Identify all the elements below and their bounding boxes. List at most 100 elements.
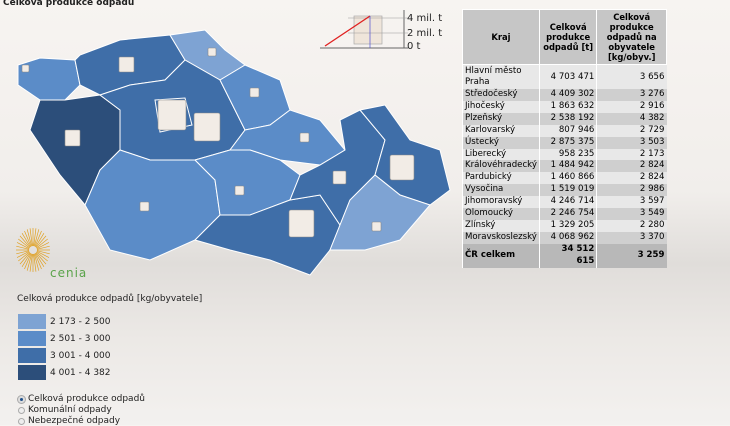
- legend-label: 4 001 - 4 382: [50, 367, 111, 378]
- bin-icon-plzensky: [64, 129, 81, 147]
- cell-per-capita: 2 729: [596, 124, 667, 137]
- total-cell: 34 512 615: [538, 243, 597, 268]
- table-row: Liberecký 958 235 2 173: [462, 148, 667, 161]
- total-cell: 3 259: [596, 243, 667, 268]
- cell-kraj: Zlínský: [462, 219, 540, 232]
- cell-per-capita: 3 276: [596, 89, 667, 101]
- cell-total: 4 703 471: [538, 64, 597, 89]
- legend-swatch: [18, 348, 46, 363]
- cell-total: 1 460 866: [538, 172, 597, 185]
- cell-per-capita: 2 986: [596, 184, 667, 197]
- radio-button[interactable]: [18, 417, 25, 425]
- table-row: Karlovarský 807 946 2 729: [462, 124, 667, 137]
- bin-icon-kralovehradecky: [249, 87, 260, 98]
- cenia-logo-text: cenia: [50, 266, 88, 280]
- scale-label-2: 2 mil. t: [407, 28, 443, 39]
- cell-total: 4 246 714: [538, 196, 597, 209]
- cell-per-capita: 2 916: [596, 100, 667, 113]
- cell-per-capita: 3 656: [596, 64, 667, 89]
- radio-option[interactable]: Celková produkce odpadů: [18, 394, 145, 404]
- cell-kraj: Ústecký: [462, 136, 540, 149]
- radio-label: Komunální odpady: [28, 405, 112, 415]
- cell-kraj: Jihomoravský: [462, 196, 540, 209]
- cell-kraj: Plzeňský: [462, 112, 540, 125]
- region-zlinsky[interactable]: [329, 174, 431, 251]
- legend-label: 2 501 - 3 000: [50, 333, 111, 344]
- cell-per-capita: 2 824: [596, 160, 667, 173]
- table-row: Hlavní město Praha 4 703 471 3 656: [462, 64, 667, 89]
- table-row: Jihočeský 1 863 632 2 916: [462, 100, 667, 113]
- cell-total: 1 329 205: [538, 219, 597, 232]
- radio-button[interactable]: [18, 395, 25, 403]
- bin-icon-olomoucky: [332, 170, 347, 185]
- radio-option[interactable]: Komunální odpady: [18, 405, 112, 415]
- radio-label: Celková produkce odpadů: [28, 394, 145, 404]
- cell-total: 958 235: [538, 148, 597, 161]
- page-title: Celková produkce odpadů: [3, 0, 135, 8]
- total-cell: ČR celkem: [462, 243, 540, 268]
- table-row: Pardubický 1 460 866 2 824: [462, 172, 667, 185]
- scale-label-4: 4 mil. t: [407, 13, 443, 24]
- table-row: Moravskoslezský 4 068 962 3 370: [462, 231, 667, 244]
- bin-icon-jihocesky: [139, 201, 150, 212]
- bin-icon-moravskoslezsky: [389, 154, 415, 181]
- scale-label-0: 0 t: [407, 41, 421, 52]
- col-header-per-capita: Celková produkce odpadů na obyvatele [kg…: [596, 9, 667, 65]
- cell-kraj: Hlavní město Praha: [462, 64, 540, 89]
- table-row: Ústecký 2 875 375 3 503: [462, 136, 667, 149]
- bin-icon-karlovarsky: [21, 64, 30, 73]
- legend-item: 3 001 - 4 000: [18, 348, 111, 363]
- cell-per-capita: 3 549: [596, 208, 667, 220]
- cell-per-capita: 3 597: [596, 196, 667, 209]
- cell-kraj: Pardubický: [462, 172, 540, 185]
- cell-total: 2 875 375: [538, 136, 597, 149]
- region-karlovarsky[interactable]: [17, 57, 81, 101]
- table-row: Královéhradecký 1 484 942 2 824: [462, 160, 667, 173]
- legend-item: 4 001 - 4 382: [18, 365, 111, 380]
- table-row: Středočeský 4 409 302 3 276: [462, 89, 667, 101]
- radio-option[interactable]: Nebezpečné odpady: [18, 416, 120, 426]
- cenia-logo-icon: [16, 228, 50, 272]
- col-header-kraj: Kraj: [462, 9, 540, 65]
- cell-kraj: Karlovarský: [462, 124, 540, 137]
- cell-per-capita: 2 173: [596, 148, 667, 161]
- cell-per-capita: 4 382: [596, 112, 667, 125]
- bin-icon-liberecky: [207, 47, 217, 57]
- legend-item: 2 501 - 3 000: [18, 331, 111, 346]
- cell-per-capita: 2 280: [596, 219, 667, 232]
- table-row: Plzeňský 2 538 192 4 382: [462, 112, 667, 125]
- table-row: Zlínský 1 329 205 2 280: [462, 219, 667, 232]
- radio-label: Nebezpečné odpady: [28, 416, 121, 426]
- bin-icon-vysocina: [234, 185, 245, 196]
- data-table: Kraj Celková produkce odpadů [t] Celková…: [462, 9, 667, 268]
- region-jihocesky[interactable]: [84, 149, 221, 261]
- cell-kraj: Vysočina: [462, 184, 540, 197]
- legend-label: 3 001 - 4 000: [50, 350, 111, 361]
- legend-label: 2 173 - 2 500: [50, 316, 111, 327]
- cell-total: 1 519 019: [538, 184, 597, 197]
- cell-kraj: Olomoucký: [462, 208, 540, 220]
- cell-kraj: Královéhradecký: [462, 160, 540, 173]
- legend-item: 2 173 - 2 500: [18, 314, 111, 329]
- legend-swatch: [18, 331, 46, 346]
- table-row: Jihomoravský 4 246 714 3 597: [462, 196, 667, 209]
- cell-per-capita: 3 370: [596, 231, 667, 244]
- col-header-total: Celková produkce odpadů [t]: [538, 9, 598, 65]
- total-row: ČR celkem 34 512 615 3 259: [462, 243, 667, 268]
- cell-kraj: Jihočeský: [462, 100, 540, 113]
- cell-total: 4 409 302: [538, 89, 597, 101]
- radio-button[interactable]: [18, 406, 25, 414]
- bin-icon-ustecky: [118, 56, 135, 73]
- cell-total: 4 068 962: [538, 231, 597, 244]
- bin-icon-jihomoravsky: [288, 209, 315, 238]
- cell-kraj: Středočeský: [462, 89, 540, 101]
- scale-diagram: [320, 10, 408, 49]
- legend-title: Celková produkce odpadů [kg/obyvatele]: [17, 294, 203, 304]
- cell-total: 807 946: [538, 124, 597, 137]
- cell-kraj: Liberecký: [462, 148, 540, 161]
- bin-icon-praha: [157, 99, 187, 131]
- table-row: Olomoucký 2 246 754 3 549: [462, 208, 667, 220]
- bin-icon-pardubicky: [299, 132, 310, 143]
- cell-kraj: Moravskoslezský: [462, 231, 540, 244]
- region-map: [17, 29, 451, 276]
